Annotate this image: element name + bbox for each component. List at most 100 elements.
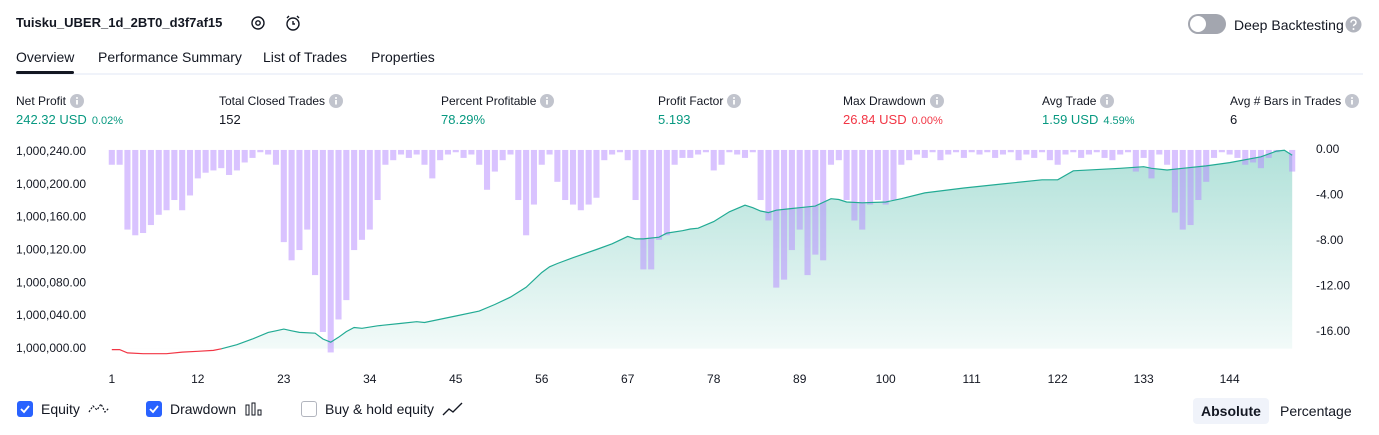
drawdown-bar — [1031, 149, 1038, 158]
drawdown-bar — [1078, 149, 1085, 158]
drawdown-bar — [937, 149, 944, 161]
drawdown-bar — [460, 149, 467, 158]
metric-value: 242.32 USD 0.02% — [16, 112, 123, 127]
view-mode-button[interactable]: Absolute — [1193, 398, 1269, 424]
drawdown-bar — [530, 149, 537, 205]
drawdown-bar — [843, 149, 850, 201]
drawdown-bar — [749, 149, 756, 153]
metric-label: Percent Profitable — [441, 94, 555, 108]
drawdown-bar — [968, 149, 975, 153]
metric-value: 26.84 USD 0.00% — [843, 112, 943, 127]
drawdown-bar — [1234, 149, 1241, 158]
checkbox[interactable] — [146, 401, 162, 417]
legend-toggle[interactable]: Equity — [17, 401, 110, 417]
metric-label-text: Profit Factor — [658, 94, 724, 108]
x-tick-label: 100 — [876, 372, 896, 386]
drawdown-bar — [147, 149, 154, 226]
help-icon[interactable] — [1345, 16, 1362, 33]
drawdown-bar — [210, 149, 217, 171]
drawdown-bar — [827, 149, 835, 165]
drawdown-bar — [726, 149, 733, 153]
tab[interactable]: Performance Summary — [98, 49, 242, 65]
drawdown-bar — [312, 149, 319, 276]
info-icon[interactable] — [540, 94, 555, 108]
checkbox[interactable] — [301, 401, 317, 417]
drawdown-bar — [874, 149, 881, 201]
drawdown-bar — [382, 149, 389, 165]
drawdown-bar — [483, 149, 491, 190]
legend-icon — [245, 402, 262, 415]
y-tick-label: 1,000,000.00 — [16, 341, 86, 355]
deep-backtesting-toggle[interactable] — [1188, 14, 1226, 34]
drawdown-bar — [554, 149, 561, 182]
drawdown-bar — [327, 149, 334, 353]
metric-label-text: Avg Trade — [1042, 94, 1097, 108]
drawdown-bar — [601, 149, 608, 161]
info-icon[interactable] — [727, 94, 742, 108]
strategy-title: Tuisku_UBER_1d_2BT0_d3f7af15 — [16, 15, 223, 30]
x-tick-label: 34 — [363, 372, 377, 386]
drawdown-bar — [1070, 149, 1077, 153]
legend-toggle[interactable]: Drawdown — [146, 401, 266, 417]
drawdown-bar — [1038, 149, 1046, 153]
drawdown-bar — [781, 149, 788, 280]
drawdown-bar — [397, 149, 405, 155]
drawdown-bar — [335, 149, 342, 320]
y-tick-label: 1,000,240.00 — [16, 144, 86, 158]
drawdown-bar — [507, 149, 514, 155]
x-tick-label: 67 — [621, 372, 635, 386]
drawdown-bar — [272, 149, 280, 165]
drawdown-bar — [186, 149, 194, 196]
drawdown-bar — [1093, 149, 1100, 153]
drawdown-bar — [1101, 149, 1108, 158]
info-icon[interactable] — [1100, 94, 1115, 108]
metric-value-text: 78.29% — [441, 112, 486, 127]
metric-label: Profit Factor — [658, 94, 742, 108]
tab[interactable]: Overview — [16, 49, 75, 65]
drawdown-bar — [1007, 149, 1014, 153]
drawdown-bar — [257, 149, 264, 153]
info-icon[interactable] — [929, 94, 944, 108]
metric-label-text: Max Drawdown — [843, 94, 926, 108]
drawdown-bar — [921, 149, 928, 158]
drawdown-bar — [851, 149, 858, 221]
drawdown-bar — [906, 149, 913, 161]
metric-label-text: Percent Profitable — [441, 94, 537, 108]
drawdown-bar — [1242, 149, 1249, 165]
drawdown-bar — [132, 149, 139, 236]
checkbox[interactable] — [17, 401, 33, 417]
drawdown-bar — [202, 149, 209, 173]
settings-icon[interactable] — [249, 14, 267, 32]
check-mark — [20, 405, 30, 414]
y-tick-label: 1,000,200.00 — [16, 177, 86, 191]
drawdown-bar — [546, 149, 553, 155]
drawdown-bar — [249, 149, 256, 158]
drawdown-bar — [444, 149, 451, 155]
metric-percent: 0.02% — [91, 115, 124, 127]
legend-toggle[interactable]: Buy & hold equity — [301, 401, 464, 417]
drawdown-bar — [163, 149, 170, 211]
x-tick-label: 122 — [1048, 372, 1068, 386]
drawdown-bar — [304, 149, 311, 230]
drawdown-bar — [1054, 149, 1061, 165]
info-icon[interactable] — [329, 94, 344, 108]
tab[interactable]: List of Trades — [263, 49, 348, 65]
drawdown-bar — [976, 149, 983, 155]
drawdown-bar — [773, 149, 780, 288]
drawdown-bar — [1015, 149, 1022, 161]
drawdown-bar — [984, 149, 991, 153]
active-tab-indicator — [16, 71, 74, 74]
drawdown-bar — [835, 149, 842, 161]
alert-icon[interactable] — [283, 13, 303, 33]
drawdown-bar — [859, 149, 866, 230]
info-icon[interactable] — [70, 94, 85, 108]
info-icon[interactable] — [1345, 94, 1360, 108]
drawdown-bar — [695, 149, 702, 155]
drawdown-bar — [405, 149, 412, 158]
drawdown-bar — [562, 149, 569, 201]
drawdown-bar — [319, 149, 326, 332]
tab[interactable]: Properties — [371, 49, 435, 65]
view-mode-button[interactable]: Percentage — [1280, 403, 1352, 419]
drawdown-bar — [1062, 149, 1069, 155]
